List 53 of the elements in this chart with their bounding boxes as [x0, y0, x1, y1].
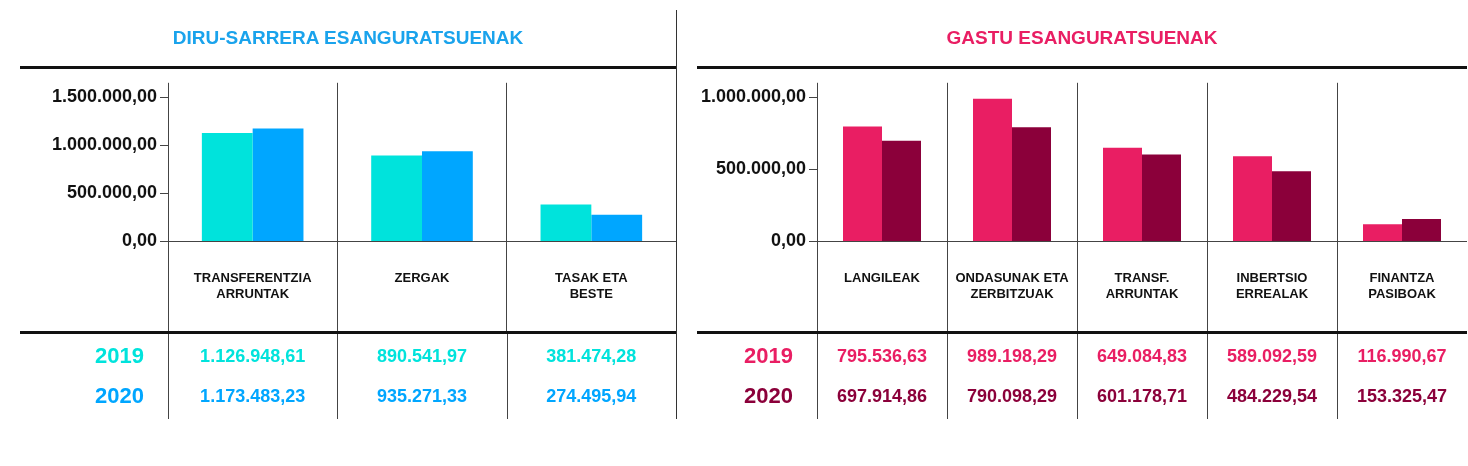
- x-tick-label: ONDASUNAK ETA ZERBITZUAK: [955, 270, 1070, 301]
- bar: [1103, 147, 1142, 241]
- x-tick-label: TASAK ETA BESTE: [555, 270, 629, 301]
- x-tick-label: LANGILEAK: [844, 270, 921, 286]
- bar: [843, 126, 882, 241]
- bar: [1272, 171, 1311, 241]
- data-label: 989.198,29: [966, 345, 1058, 366]
- bar: [371, 155, 422, 241]
- y-tick-label: 0,00: [121, 229, 157, 250]
- bar: [973, 98, 1012, 241]
- data-label: 1.126.948,61: [200, 345, 306, 366]
- bar: [591, 214, 643, 241]
- bar: [540, 204, 592, 241]
- text: 2020: [744, 383, 793, 409]
- data-label: 153.325,47: [1356, 385, 1448, 406]
- x-tick-label: FINANTZA PASIBOAK: [1368, 270, 1437, 301]
- text: 2019: [95, 343, 144, 369]
- data-label: 795.536,63: [836, 345, 928, 366]
- data-label: 116.990,67: [1357, 345, 1447, 366]
- bar: [201, 132, 253, 241]
- bar: [1402, 218, 1441, 241]
- data-label: 484.229,54: [1226, 385, 1318, 406]
- x-tick-label: INBERTSIO ERREALAK: [1235, 270, 1309, 301]
- chart-title: GASTU ESANGURATSUENAK: [697, 10, 1467, 69]
- data-label: 589.092,59: [1226, 345, 1318, 366]
- bar: [1142, 154, 1181, 241]
- x-tick-label: ZERGAK: [394, 270, 451, 286]
- bar: [422, 151, 473, 241]
- data-label: 274.495,94: [546, 385, 637, 406]
- bar: [252, 128, 304, 241]
- y-tick-label: 0,00: [770, 229, 806, 250]
- data-label: 890.541,97: [376, 345, 468, 366]
- chart-title: DIRU-SARRERA ESANGURATSUENAK: [20, 10, 676, 69]
- text: 2020: [95, 383, 144, 409]
- y-tick-label: 1.500.000,00: [51, 86, 157, 107]
- y-tick-label: 1.000.000,00: [700, 86, 806, 107]
- x-tick-label: TRANSF. ARRUNTAK: [1105, 270, 1179, 301]
- bar: [882, 140, 921, 241]
- x-tick-label: TRANSFERENTZIA ARRUNTAK: [193, 270, 313, 301]
- bar: [1233, 156, 1272, 241]
- data-label: 935.271,33: [376, 385, 468, 406]
- bar: [1012, 127, 1051, 241]
- data-label: 649.084,83: [1096, 345, 1188, 366]
- y-tick-label: 1.000.000,00: [51, 134, 157, 155]
- y-tick-label: 500.000,00: [715, 158, 806, 179]
- data-label: 697.914,86: [836, 385, 928, 406]
- data-label: 601.178,71: [1096, 385, 1188, 406]
- data-label: 790.098,29: [966, 385, 1058, 406]
- data-label: 381.474,28: [546, 345, 637, 366]
- y-tick-label: 500.000,00: [66, 182, 157, 203]
- data-label: 1.173.483,23: [200, 385, 306, 406]
- bar: [1363, 224, 1402, 241]
- text: 2019: [744, 343, 793, 369]
